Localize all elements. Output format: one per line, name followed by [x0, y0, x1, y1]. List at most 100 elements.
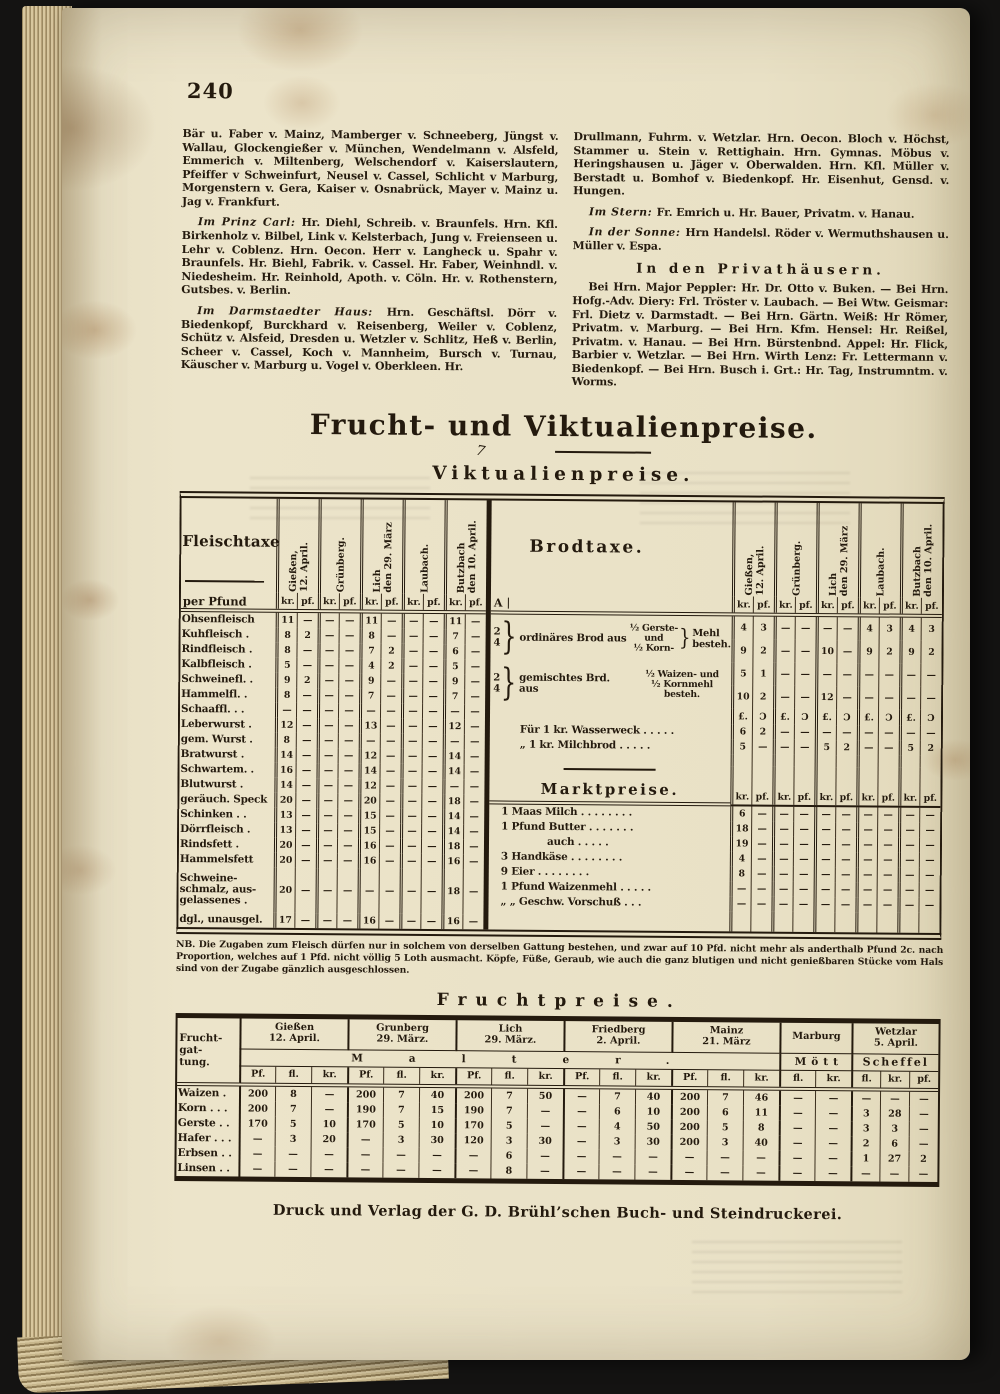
row-label: Gerste . .: [177, 1117, 230, 1130]
page-content: 240 Bär u. Faber v. Mainz, Mamberger v. …: [174, 78, 950, 1224]
row-values: 11— — —11— — —11—: [275, 612, 486, 630]
paragraph-lead: Im Prinz Carl:: [197, 215, 302, 230]
price-cell: 3: [274, 1131, 311, 1147]
unit-label: kr.: [443, 594, 465, 611]
paragraph-lead: Im Darmstaedter Haus:: [197, 304, 387, 319]
price-cell: —: [794, 616, 816, 641]
price-cell: —: [316, 808, 338, 824]
price-cell: [771, 911, 793, 932]
price-cell: —: [336, 853, 358, 869]
unit-label: pf.: [836, 597, 858, 614]
price-cell: —: [401, 658, 423, 674]
price-cell: 16: [357, 913, 379, 929]
price-cell: —: [337, 733, 359, 749]
row-label: Korn . . .: [177, 1102, 228, 1115]
price-cell: —: [378, 913, 400, 929]
price-cell: —: [421, 703, 444, 720]
unit-label: fl.: [491, 1068, 528, 1085]
price-cell: 14: [442, 764, 464, 780]
price-cell: 5: [490, 1118, 527, 1134]
price-cell: —: [879, 1166, 909, 1182]
price-cell: —: [442, 779, 464, 795]
row-label: Hafer . . .: [177, 1132, 232, 1145]
price-cell: 170: [346, 1117, 383, 1133]
price-cell: —: [836, 663, 858, 687]
price-cell: —: [378, 853, 400, 869]
unit-label: pf.: [464, 594, 486, 611]
price-cell: —: [399, 838, 422, 854]
price-cell: —: [878, 663, 900, 687]
price-cell: —: [316, 793, 338, 809]
price-cell: —: [772, 806, 794, 822]
city-header: Lich den 29. März: [359, 499, 403, 594]
price-cell: —: [855, 837, 878, 853]
unit-label: pf.: [422, 593, 444, 611]
price-cell: 1: [850, 1151, 880, 1167]
price-cell: —: [773, 685, 795, 709]
newspaper-page: 240 Bär u. Faber v. Mainz, Mamberger v. …: [62, 8, 970, 1360]
price-cell: —: [400, 778, 422, 794]
price-cell: —: [418, 1147, 455, 1164]
price-cell: —: [336, 913, 358, 929]
price-cell: —: [400, 703, 423, 719]
price-cell: —: [418, 1162, 455, 1179]
measure-label: Scheffel: [851, 1054, 939, 1072]
price-cell: 200: [346, 1087, 384, 1103]
price-cell: —: [421, 733, 443, 750]
price-cell: —: [400, 748, 422, 764]
price-cell: —: [421, 778, 443, 795]
unit-label: kr.: [880, 1071, 910, 1088]
price-cell: 30: [418, 1132, 455, 1149]
price-cell: —: [315, 913, 337, 929]
price-cell: 2: [908, 1151, 938, 1167]
price-cell: —: [274, 1161, 311, 1177]
price-cell: —: [918, 867, 940, 884]
unit-label: Pf.: [671, 1069, 708, 1087]
price-cell: —: [337, 808, 359, 824]
price-cell: —: [463, 779, 485, 795]
price-cell: —: [401, 628, 423, 644]
price-cell: —: [422, 613, 444, 630]
price-cell: —: [295, 762, 317, 779]
price-cell: —: [358, 703, 381, 719]
price-cell: 200: [670, 1089, 708, 1106]
price-cell: 6: [879, 1136, 909, 1152]
price-cell: —: [815, 663, 837, 687]
market-date: 29. März.: [376, 1033, 429, 1045]
price-cell: 170: [454, 1118, 491, 1134]
bread-label: gemischtes Brd. aus: [519, 671, 610, 695]
price-cell: —: [919, 822, 941, 839]
row-values: 5 1— — — — — — — —: [731, 662, 942, 688]
price-cell: 20: [273, 867, 295, 913]
price-cell: —: [814, 1150, 851, 1167]
price-cell: —: [316, 823, 338, 839]
row-label: Kalbfleisch .: [180, 657, 275, 673]
price-cell: —: [899, 663, 921, 687]
row-values: 6 2— — — — — — — —: [730, 724, 941, 742]
city-header-label: Butzbach den 10. April.: [455, 520, 479, 594]
price-cell: 14: [274, 777, 296, 793]
price-cell: —: [295, 747, 317, 764]
price-cell: —: [793, 724, 815, 741]
unit-label: kr.: [635, 1069, 672, 1086]
row-label-text: Rindfleisch .: [181, 643, 253, 656]
price-cell: —: [337, 703, 360, 719]
price-cell: —: [794, 639, 816, 664]
price-cell: —: [897, 897, 919, 913]
price-cell: —: [742, 1165, 779, 1181]
price-cell: —: [562, 1118, 599, 1135]
row-values: 8— — —7 2— —6—: [275, 642, 486, 660]
fruchtpreise-values: Gießen 12. April. Grunberg 29. März. Lich 29.…: [238, 1018, 939, 1182]
signature-mark: A: [494, 596, 509, 609]
unit-label: pf.: [909, 1071, 939, 1088]
price-cell: —: [834, 852, 856, 868]
row-values: 8— — —7— — —7—: [275, 687, 486, 705]
price-cell: —: [813, 882, 835, 898]
row-values: 4— — — — — — — — —: [729, 851, 940, 869]
market-header: Lich 29. März.: [455, 1020, 564, 1052]
bread-group-label: 2 4} ordinäres Brod aus ½ Gerste-und ½ Korn-…: [490, 614, 731, 662]
divider-rule: [563, 768, 656, 771]
price-cell: 7: [274, 1101, 311, 1117]
row-label: geräuch. Speck: [179, 792, 274, 808]
price-cell: —: [879, 1091, 910, 1107]
